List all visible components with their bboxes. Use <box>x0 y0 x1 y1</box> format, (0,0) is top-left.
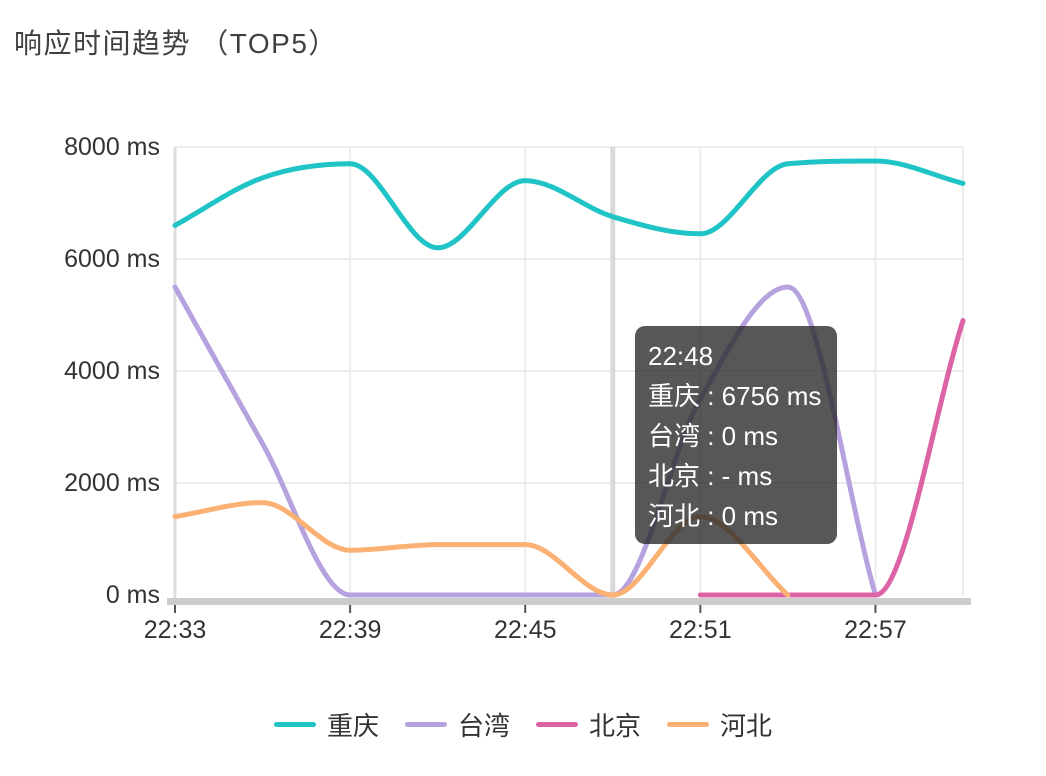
y-axis-label: 6000 ms <box>64 245 160 273</box>
tooltip-row-beijing: 北京 : - ms <box>648 461 773 491</box>
legend-swatch <box>404 722 447 727</box>
tooltip-row-hebei: 河北 : 0 ms <box>648 501 779 531</box>
x-axis-ticks <box>174 605 877 613</box>
legend-item-beijing[interactable]: 北京 <box>536 706 641 743</box>
legend-label: 河北 <box>720 711 773 741</box>
legend-item-taiwan[interactable]: 台湾 <box>404 706 510 743</box>
y-axis-label: 2000 ms <box>64 469 160 497</box>
tooltip-time: 22:48 <box>648 341 714 371</box>
y-axis-label: 4000 ms <box>64 357 160 385</box>
tooltip-row-chongqing: 重庆 : 6756 ms <box>648 381 822 411</box>
chart-tooltip: 22:48 重庆 : 6756 ms 台湾 : 0 ms 北京 : - ms 河北 :… <box>635 326 837 544</box>
x-axis-label: 22:39 <box>318 616 382 644</box>
tooltip-row-taiwan: 台湾 : 0 ms <box>648 421 779 451</box>
tooltip-rows: 重庆 : 6756 ms 台湾 : 0 ms 北京 : - ms 河北 : 0 ms <box>648 376 824 536</box>
x-axis-label: 22:57 <box>844 616 907 644</box>
legend-item-chongqing[interactable]: 重庆 <box>273 706 379 743</box>
y-axis-label: 0 ms <box>105 581 160 609</box>
y-axis-label: 8000 ms <box>64 133 160 161</box>
x-axis-label: 22:51 <box>669 616 732 644</box>
legend-label: 重庆 <box>326 711 379 741</box>
x-axis-label: 22:45 <box>493 616 557 644</box>
legend-swatch <box>273 722 316 727</box>
vertical-gridlines <box>174 147 964 595</box>
series-line-beijing <box>697 318 966 598</box>
legend-label: 北京 <box>589 711 642 741</box>
series-line-chongqing <box>172 158 966 251</box>
chart-legend: 重庆 台湾 北京 河北 <box>0 706 1046 743</box>
legend-swatch <box>536 722 578 727</box>
x-axis-line <box>167 598 971 605</box>
legend-label: 台湾 <box>457 711 510 741</box>
chart-title: 响应时间趋势 （TOP5） <box>14 28 338 59</box>
legend-item-hebei[interactable]: 河北 <box>667 706 772 743</box>
series-line-taiwan <box>172 284 878 598</box>
legend-swatch <box>667 722 710 727</box>
x-axis-label: 22:33 <box>143 616 207 644</box>
